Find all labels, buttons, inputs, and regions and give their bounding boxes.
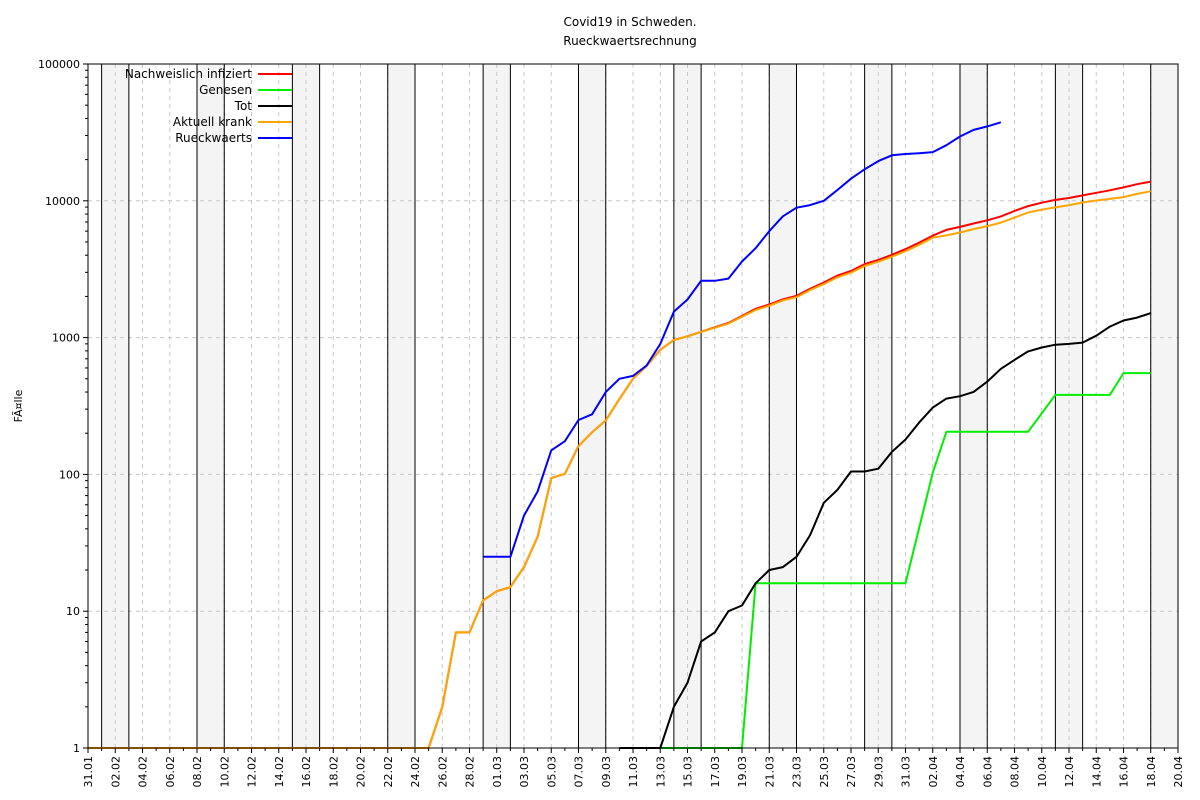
legend: Nachweislich infiziert Genesen Tot Aktuell … [125,67,292,145]
x-tick-label: 06.04 [981,756,994,788]
series-line-4 [483,121,1002,558]
series-line-0 [88,180,1151,749]
series-line-2 [619,312,1152,749]
x-tick-label: 24.02 [409,756,422,788]
legend-label-2: Tot [234,99,253,113]
plot-frame [87,63,1179,749]
x-tick-label: 13.03 [654,756,667,788]
weekend-band [483,64,511,748]
weekend-band [673,64,702,748]
y-tick-label: 100000 [38,58,80,71]
y-tick-label: 100 [59,468,80,481]
weekend-band [1055,64,1083,748]
x-tick-label: 18.04 [1145,756,1158,788]
x-tick-label: 17.03 [709,756,722,788]
weekend-shading-layer [101,64,1178,748]
week-divider-layer [101,64,1179,748]
x-tick-label: 11.03 [627,756,640,788]
x-tick-label: 06.02 [164,756,177,788]
x-tick-label: 16.02 [300,756,313,788]
x-tick-label: 21.03 [763,756,776,788]
x-tick-label: 19.03 [736,756,749,788]
x-tick-label: 27.03 [845,756,858,788]
chart-subtitle: Rueckwaertsrechnung [563,34,696,48]
x-tick-label: 10.04 [1036,756,1049,788]
x-tick-label: 14.04 [1090,756,1103,788]
weekend-band [960,64,988,748]
legend-label-3: Aktuell krank [173,115,252,129]
x-tick-label: 16.04 [1118,756,1131,788]
legend-label-0: Nachweislich infiziert [125,67,252,81]
x-tick-label: 18.02 [327,756,340,788]
x-tick-label: 29.03 [872,756,885,788]
weekend-band [387,64,415,748]
x-tick-label: 20.04 [1172,756,1185,788]
x-tick-label: 12.02 [246,756,259,788]
series-line-1 [619,372,1151,749]
grid-layer [88,63,1178,748]
x-tick-label: 01.03 [491,756,504,788]
y-axis-label: FÃ¤lle [12,389,25,422]
x-tick-label: 31.03 [900,756,913,788]
weekend-band [101,64,129,748]
weekend-band [578,64,606,748]
legend-label-1: Genesen [199,83,252,97]
x-tick-label: 08.02 [191,756,204,788]
x-tick-label: 10.02 [218,756,231,788]
x-tick-label: 28.02 [464,756,477,788]
x-tick-label: 08.04 [1009,756,1022,788]
x-tick-label: 15.03 [682,756,695,788]
x-tick-label: 02.02 [109,756,122,788]
weekend-band [197,64,225,748]
x-tick-label: 20.02 [355,756,368,788]
x-tick-label: 23.03 [791,756,804,788]
y-tick-label: 1000 [52,332,80,345]
chart-title: Covid19 in Schweden. [563,15,696,29]
axis-layer: 31.01 02.02 04.02 06.02 08.02 10.02 12.02 14.02… [38,58,1185,788]
x-tick-label: 03.03 [518,756,531,788]
y-tick-label: 1 [73,742,80,755]
series-layer [88,121,1152,749]
weekend-band [292,64,320,748]
x-tick-label: 31.01 [82,756,95,788]
x-tick-label: 02.04 [927,756,940,788]
legend-label-4: Rueckwaerts [175,131,252,145]
x-tick-label: 12.04 [1063,756,1076,788]
x-tick-label: 14.02 [273,756,286,788]
x-tick-label: 26.02 [436,756,449,788]
x-tick-label: 04.04 [954,756,967,788]
x-tick-label: 22.02 [382,756,395,788]
y-tick-label: 10000 [45,195,80,208]
x-tick-label: 07.03 [573,756,586,788]
series-line-3 [88,190,1151,749]
weekend-band [769,64,797,748]
x-tick-label: 25.03 [818,756,831,788]
weekend-band [1150,64,1178,748]
y-tick-label: 10 [66,605,80,618]
x-tick-label: 04.02 [137,756,150,788]
x-tick-label: 09.03 [600,756,613,788]
x-tick-label: 05.03 [545,756,558,788]
